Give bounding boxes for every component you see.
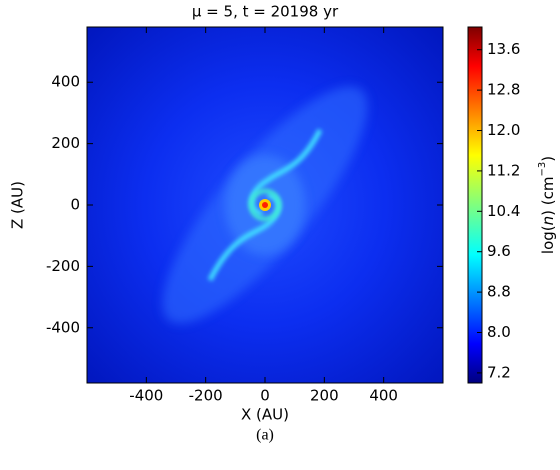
colorbar: [467, 26, 483, 384]
label-part: ): [539, 156, 557, 162]
colorbar-tick-label: 12.0: [487, 121, 520, 139]
colorbar-tick-label: 12.8: [487, 81, 520, 99]
colorbar-tick-label: 10.4: [487, 202, 520, 220]
x-axis-label: X (AU): [241, 406, 289, 424]
y-tick-label: -200: [46, 257, 80, 275]
colorbar-label: log(n) (cm−3): [537, 156, 557, 254]
label-part: ) (cm: [539, 177, 557, 216]
label-part: −3: [537, 162, 548, 177]
y-tick-label: 0: [70, 196, 80, 214]
y-tick-label: 400: [51, 73, 80, 91]
caption: (a): [256, 427, 274, 444]
x-tick-label: -400: [129, 387, 163, 405]
colorbar-tick-label: 9.6: [487, 242, 511, 260]
y-tick-label: -400: [46, 318, 80, 336]
density-map: [87, 27, 443, 383]
colorbar-tick-label: 7.2: [487, 363, 511, 381]
x-tick-label: 400: [369, 387, 398, 405]
chart-title: μ = 5, t = 20198 yr: [192, 3, 339, 21]
x-tick-label: -200: [189, 387, 223, 405]
y-axis-label: Z (AU): [9, 181, 27, 229]
label-part: n: [539, 216, 557, 226]
x-tick-label: 200: [310, 387, 339, 405]
colorbar-tick-label: 13.6: [487, 40, 520, 58]
label-part: log(: [539, 225, 557, 254]
colorbar-tick-label: 8.0: [487, 323, 511, 341]
colorbar-tick-label: 11.2: [487, 161, 520, 179]
y-tick-label: 200: [51, 134, 80, 152]
x-tick-label: 0: [260, 387, 270, 405]
colorbar-tick-label: 8.8: [487, 283, 511, 301]
